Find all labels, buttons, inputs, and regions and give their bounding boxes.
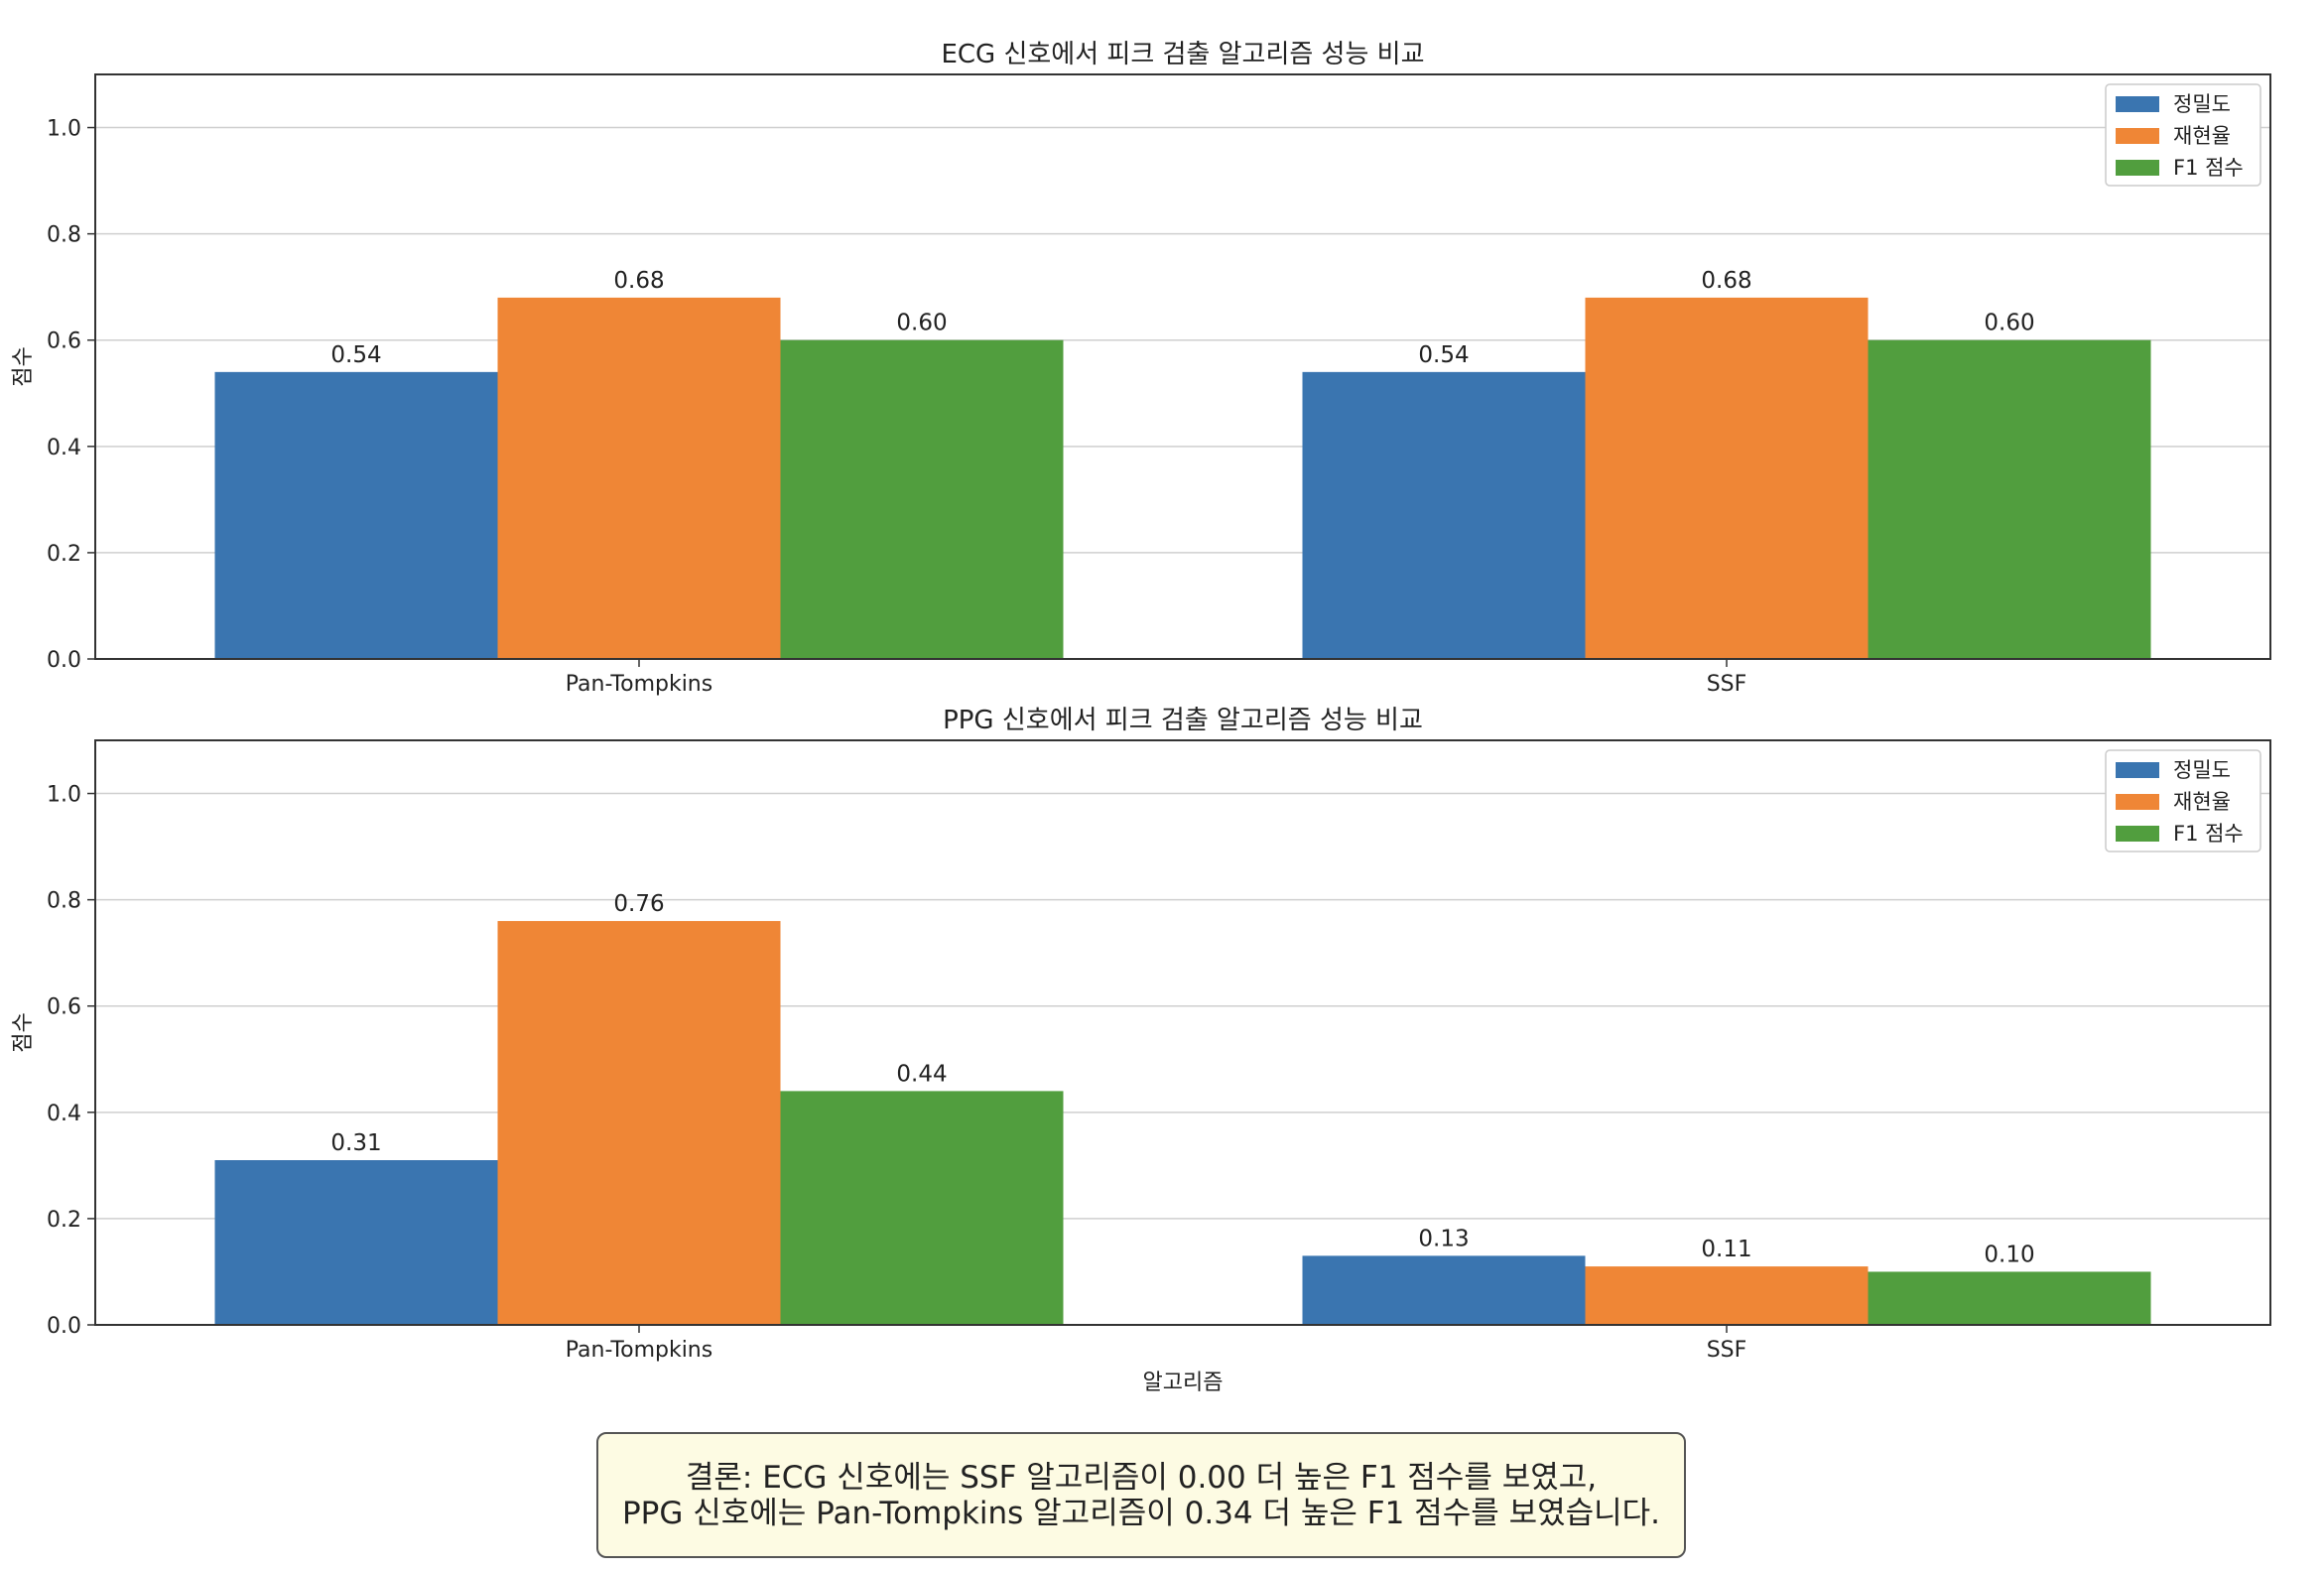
- chart-2-ylabel: 점수: [11, 1012, 36, 1052]
- chart-2-bar-value-label: 0.10: [1984, 1242, 2034, 1267]
- chart-1-bar-value-label: 0.60: [1984, 311, 2034, 336]
- chart-1-bar-value-label: 0.54: [1418, 342, 1469, 368]
- chart-2-bar: [1302, 1255, 1586, 1325]
- chart-1-legend-swatch: [2116, 128, 2159, 144]
- chart-2: 0.0 0.2 0.4 0.6 0.8 1.0 0.31 0.76 0.44 Pan-Tompki…: [11, 706, 2271, 1395]
- chart-1-ytick-label: 0.2: [47, 542, 81, 567]
- chart-1-bar: [1868, 339, 2151, 659]
- chart-2-legend-label: 정밀도: [2173, 758, 2231, 782]
- chart-1-title: ECG 신호에서 피크 검출 알고리즘 성능 비교: [941, 40, 1424, 69]
- chart-2-bar: [497, 921, 781, 1325]
- chart-1-xtick-label: Pan-Tompkins: [566, 672, 712, 697]
- chart-2-bar-value-label: 0.13: [1418, 1226, 1469, 1251]
- chart-2-xlabel: 알고리즘: [1143, 1371, 1224, 1395]
- chart-1-ytick-label: 0.4: [47, 436, 81, 460]
- chart-1-bar: [497, 297, 781, 659]
- conclusion-line-2: PPG 신호에는 Pan-Tompkins 알고리즘이 0.34 더 높은 F1…: [621, 1495, 1661, 1531]
- chart-1-bar: [1302, 371, 1586, 659]
- chart-1-ytick-label: 1.0: [47, 117, 81, 142]
- chart-2-legend-label: F1 점수: [2173, 822, 2244, 846]
- chart-1-ytick-label: 0.6: [47, 329, 81, 354]
- chart-2-bar: [214, 1160, 498, 1325]
- chart-2-xtick-label: SSF: [1707, 1338, 1747, 1363]
- chart-2-legend-label: 재현율: [2173, 790, 2231, 814]
- chart-1-ytick-label: 0.0: [47, 648, 81, 673]
- conclusion-box: 결론: ECG 신호에는 SSF 알고리즘이 0.00 더 높은 F1 점수를 …: [596, 1432, 1686, 1558]
- chart-2-ytick-label: 0.8: [47, 889, 81, 914]
- chart-1-legend-swatch: [2116, 96, 2159, 112]
- chart-2-title: PPG 신호에서 피크 검출 알고리즘 성능 비교: [943, 706, 1423, 735]
- chart-2-ytick-label: 0.0: [47, 1314, 81, 1339]
- chart-1-ytick-label: 0.8: [47, 223, 81, 248]
- chart-2-ytick-label: 1.0: [47, 783, 81, 808]
- chart-2-bar-value-label: 0.44: [896, 1061, 947, 1087]
- chart-1-bar-value-label: 0.54: [330, 342, 381, 368]
- chart-2-ytick-label: 0.2: [47, 1208, 81, 1233]
- chart-2-bar: [1585, 1266, 1869, 1325]
- chart-1-xtick-label: SSF: [1707, 672, 1747, 697]
- chart-1-legend-label: 재현율: [2173, 124, 2231, 148]
- chart-1-bar: [214, 371, 498, 659]
- chart-1-bar-value-label: 0.68: [613, 268, 664, 294]
- chart-2-bar-value-label: 0.31: [330, 1130, 381, 1156]
- chart-1-legend-label: 정밀도: [2173, 92, 2231, 116]
- chart-1-legend-swatch: [2116, 160, 2159, 176]
- chart-1-ylabel: 점수: [11, 346, 36, 386]
- chart-2-legend-swatch: [2116, 762, 2159, 778]
- chart-1-bar: [1585, 297, 1869, 659]
- chart-1-axes-frame: [94, 73, 2271, 660]
- chart-2-bar-value-label: 0.11: [1701, 1237, 1751, 1262]
- chart-1: 0.0 0.2 0.4 0.6 0.8 1.0 0.54 0.68 0.60 Pan-Tompki…: [11, 40, 2271, 697]
- chart-2-bar: [1868, 1271, 2151, 1325]
- conclusion-line-1: 결론: ECG 신호에는 SSF 알고리즘이 0.00 더 높은 F1 점수를 …: [685, 1459, 1598, 1496]
- chart-1-bar-value-label: 0.60: [896, 311, 947, 336]
- chart-1-bar: [780, 339, 1064, 659]
- chart-2-legend-swatch: [2116, 794, 2159, 810]
- chart-2-legend-swatch: [2116, 826, 2159, 842]
- chart-1-legend-label: F1 점수: [2173, 156, 2244, 180]
- chart-2-ytick-label: 0.4: [47, 1102, 81, 1126]
- chart-2-xtick-label: Pan-Tompkins: [566, 1338, 712, 1363]
- chart-1-bar-value-label: 0.68: [1701, 268, 1751, 294]
- chart-2-bar: [780, 1091, 1064, 1325]
- chart-2-bar-value-label: 0.76: [613, 891, 664, 917]
- chart-2-axes-frame: [94, 739, 2271, 1326]
- chart-2-ytick-label: 0.6: [47, 995, 81, 1020]
